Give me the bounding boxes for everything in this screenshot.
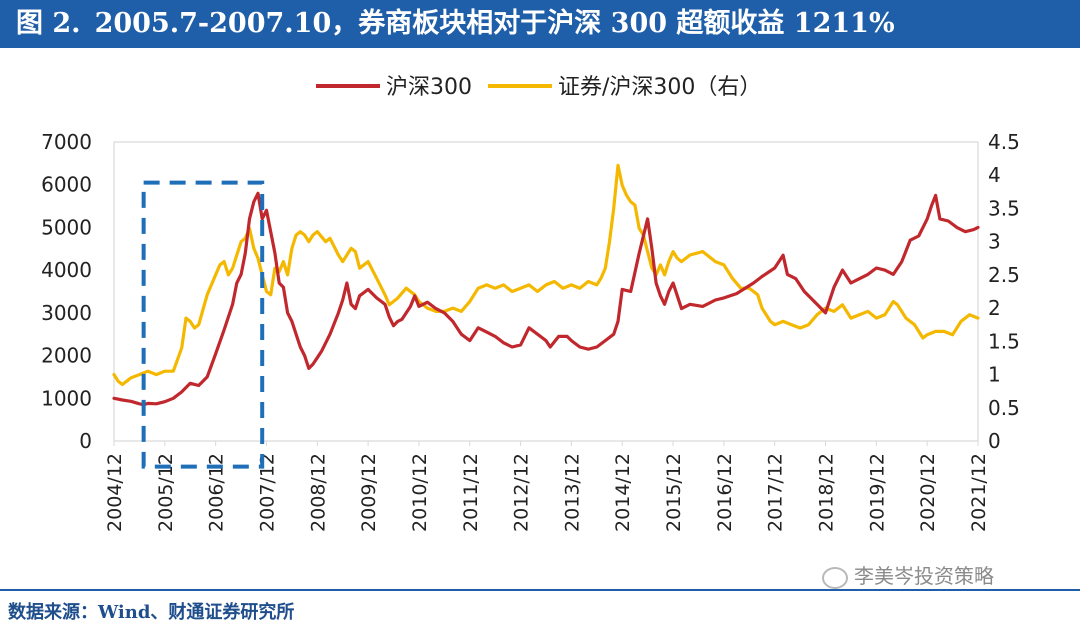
- watermark: 李美岑投资策略: [822, 560, 994, 589]
- y-right-tick-label: 3.5: [988, 196, 1020, 220]
- series-hs300-line: [112, 191, 980, 407]
- x-tick-label: 2006/12: [206, 453, 228, 532]
- y-right-tick-label: 4: [988, 163, 1001, 187]
- x-tick-label: 2016/12: [714, 453, 736, 532]
- x-tick-label: 2004/12: [104, 453, 126, 532]
- series-ratio-line: [112, 163, 980, 387]
- title-bar: 图 2. 2005.7-2007.10，券商板块相对于沪深 300 超额收益 12…: [0, 0, 1080, 48]
- y-left-tick-label: 7000: [41, 130, 92, 154]
- x-tick-label: 2017/12: [765, 453, 787, 532]
- y-left-tick-label: 5000: [41, 215, 92, 239]
- x-tick-label: 2015/12: [663, 453, 685, 532]
- source-note: 数据来源：Wind、财通证券研究所: [8, 602, 295, 623]
- x-tick-label: 2019/12: [866, 453, 888, 532]
- y-right-tick-label: 3: [988, 230, 1001, 254]
- legend-label-ratio: 证券/沪深300（右）: [558, 75, 761, 100]
- x-tick-label: 2007/12: [256, 453, 278, 532]
- y-right-tick-label: 0.5: [988, 396, 1020, 420]
- x-tick-label: 2005/12: [155, 453, 177, 532]
- y-left-tick-label: 0: [79, 429, 92, 453]
- x-tick-label: 2020/12: [917, 453, 939, 532]
- watermark-text: 李美岑投资策略: [854, 564, 994, 588]
- y-right-tick-label: 1: [988, 363, 1001, 387]
- y-left-tick-label: 6000: [41, 173, 92, 197]
- y-left-tick-label: 1000: [41, 386, 92, 410]
- source-divider: [0, 589, 1080, 591]
- x-tick-label: 2009/12: [358, 453, 380, 532]
- legend-label-hs300: 沪深300: [386, 75, 472, 100]
- y-left-tick-label: 2000: [41, 344, 92, 368]
- highlight-period-box: [141, 180, 265, 469]
- y-left-tick-label: 4000: [41, 258, 92, 282]
- x-tick-label: 2021/12: [968, 453, 990, 532]
- chart-title: 2005.7-2007.10，券商板块相对于沪深 300 超额收益 1211%: [94, 8, 895, 39]
- x-tick-label: 2013/12: [561, 453, 583, 532]
- y-right-tick-label: 1.5: [988, 329, 1020, 353]
- x-tick-label: 2018/12: [816, 453, 838, 532]
- x-tick-label: 2010/12: [409, 453, 431, 532]
- wechat-icon: [822, 566, 848, 589]
- x-tick-label: 2014/12: [612, 453, 634, 532]
- x-tick-label: 2011/12: [460, 453, 482, 532]
- y-right-tick-label: 2.5: [988, 263, 1020, 287]
- y-right-tick-label: 0: [988, 429, 1001, 453]
- plot-frame: [113, 141, 979, 442]
- y-right-tick-label: 2: [988, 296, 1001, 320]
- y-left-tick-label: 3000: [41, 301, 92, 325]
- x-tick-label: 2012/12: [511, 453, 533, 532]
- figure-label: 图 2.: [16, 8, 81, 39]
- x-tick-label: 2008/12: [307, 453, 329, 532]
- y-right-tick-label: 4.5: [988, 130, 1020, 154]
- chart: 0 1000 2000 3000 4000 5000 6000 7000 0 0.5 1 1.5 2 2.…: [41, 75, 1020, 532]
